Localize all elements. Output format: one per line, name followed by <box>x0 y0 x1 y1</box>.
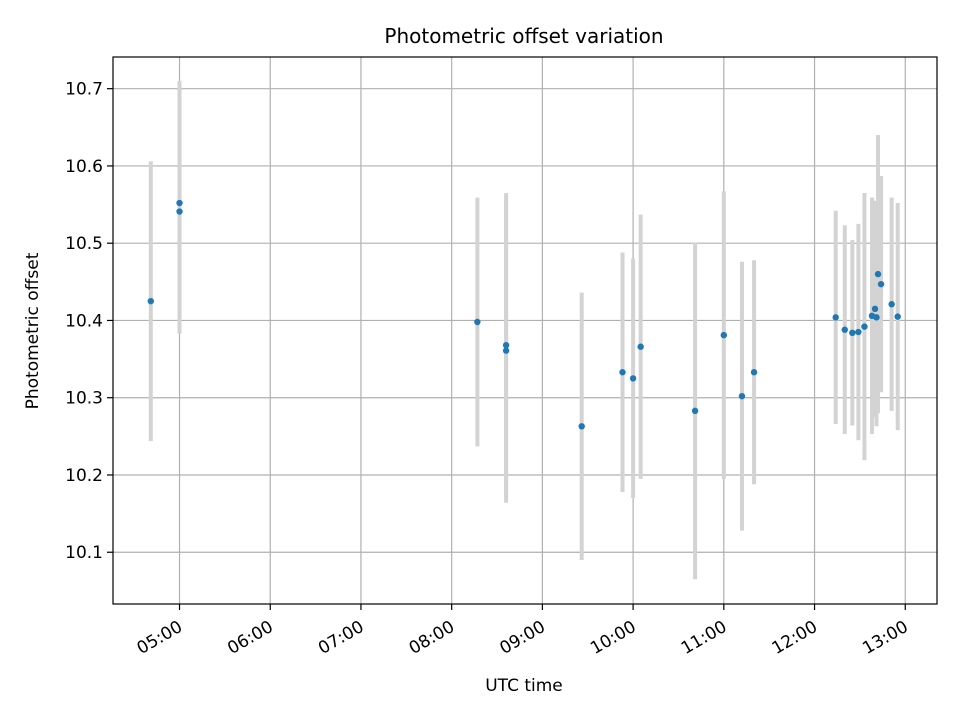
data-point <box>738 392 746 400</box>
data-point <box>176 199 183 207</box>
data-point <box>750 369 758 376</box>
data-point <box>619 369 626 376</box>
x-tick-label: 09:00 <box>496 617 548 659</box>
data-point <box>502 341 510 349</box>
data-point <box>637 343 644 350</box>
data-point <box>888 301 895 308</box>
data-point <box>502 347 510 354</box>
x-axis-label: UTC time <box>485 676 563 696</box>
data-point <box>176 208 183 215</box>
y-axis-ticks: 10.1 10.2 10.3 10.4 10.5 10.6 10.7 <box>65 80 113 563</box>
x-tick-label: 13:00 <box>859 617 911 659</box>
data-point <box>849 329 856 337</box>
data-point <box>877 280 885 288</box>
data-point <box>841 326 848 333</box>
data-point <box>578 423 585 430</box>
data-point <box>855 328 862 336</box>
x-axis-ticks: 05:00 06:00 07:00 08:00 09:00 10:00 11:00 12:00… <box>134 604 912 659</box>
x-tick-label: 06:00 <box>224 617 276 659</box>
data-point <box>720 331 728 339</box>
data-point <box>861 323 868 330</box>
y-tick-label: 10.1 <box>65 543 103 563</box>
x-tick-label: 11:00 <box>678 617 730 659</box>
data-point <box>691 407 699 415</box>
y-tick-label: 10.4 <box>65 311 103 331</box>
data-point <box>832 314 839 321</box>
y-tick-label: 10.2 <box>65 466 103 486</box>
chart-title: Photometric offset variation <box>384 24 663 48</box>
y-tick-label: 10.7 <box>65 80 103 100</box>
data-point <box>147 297 154 305</box>
y-tick-label: 10.5 <box>65 234 103 254</box>
data-point <box>474 318 481 326</box>
x-tick-label: 07:00 <box>315 617 367 659</box>
x-tick-label: 08:00 <box>406 617 458 659</box>
data-point <box>894 313 901 320</box>
data-point <box>874 270 882 278</box>
data-point <box>629 375 637 382</box>
x-tick-label: 10:00 <box>587 617 639 659</box>
x-tick-label: 05:00 <box>134 617 186 659</box>
y-axis-label: Photometric offset <box>23 252 43 409</box>
error-bars <box>148 80 900 580</box>
grid <box>113 57 937 604</box>
data-point <box>871 305 879 313</box>
plot-frame <box>112 56 938 605</box>
data-points <box>147 199 901 430</box>
y-tick-label: 10.3 <box>65 389 103 409</box>
x-tick-label: 12:00 <box>769 617 821 659</box>
y-tick-label: 10.6 <box>65 157 103 177</box>
data-point <box>873 314 880 321</box>
